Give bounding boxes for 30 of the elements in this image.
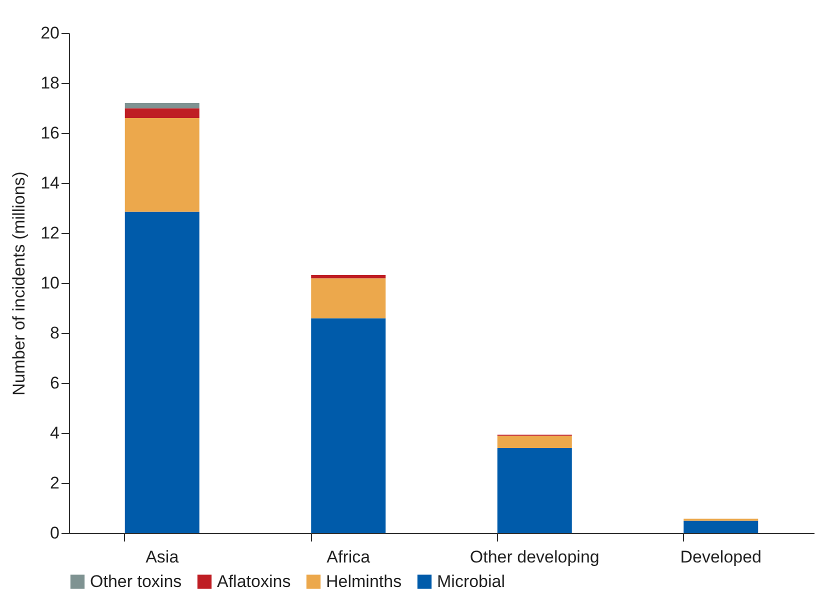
bar [311, 275, 386, 278]
x-tick-label: Developed [680, 548, 762, 566]
y-tick-label: 0 [50, 524, 60, 542]
bar [124, 103, 200, 108]
y-tick-label: 14 [40, 174, 60, 192]
y-tick-label: 8 [50, 324, 60, 342]
bar [684, 520, 758, 533]
x-tick-label: Other developing [470, 548, 600, 566]
y-tick-label: 20 [40, 24, 60, 42]
legend-label: Aflatoxins [217, 572, 291, 590]
y-tick-label: 18 [40, 74, 60, 92]
bar [124, 108, 200, 118]
bar [311, 318, 386, 533]
y-tick-label: 6 [50, 374, 60, 392]
y-tick-label: 4 [50, 424, 60, 442]
x-tick-label: Asia [146, 548, 180, 566]
y-tick-label: 12 [40, 224, 60, 242]
bar [497, 448, 572, 533]
legend-label: Helminths [326, 572, 402, 590]
legend-label: Other toxins [90, 572, 182, 590]
y-tick-label: 10 [40, 274, 60, 292]
y-tick-label: 16 [40, 124, 60, 142]
y-tick-label: 2 [50, 474, 60, 492]
bar [124, 118, 200, 212]
x-tick-label: Africa [326, 548, 371, 566]
bar [311, 278, 386, 318]
bar [124, 212, 200, 533]
bar [497, 436, 572, 448]
y-axis-title: Number of incidents (millions) [10, 172, 29, 396]
legend-label: Microbial [437, 572, 506, 590]
